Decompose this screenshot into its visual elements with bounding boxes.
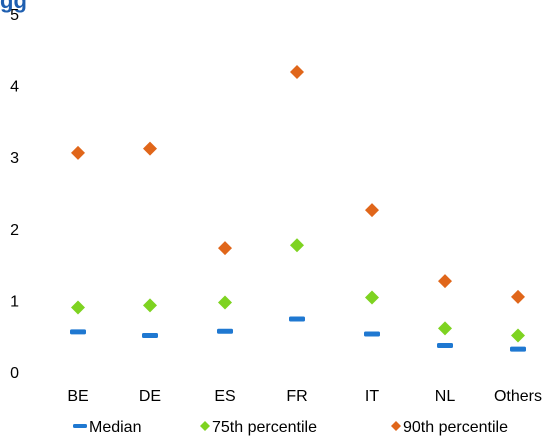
- p75-marker: [218, 295, 232, 310]
- p75-marker: [71, 300, 85, 315]
- x-tick-label: NL: [435, 388, 456, 405]
- legend-item: Median: [73, 419, 141, 436]
- median-marker: [437, 343, 453, 349]
- series-90th-percentile: [71, 64, 525, 304]
- p90-marker: [71, 145, 85, 160]
- legend-item: 90th percentile: [391, 419, 508, 436]
- x-tick-label: ES: [214, 388, 235, 405]
- series-75th-percentile: [71, 238, 525, 343]
- p90-marker: [290, 64, 304, 79]
- y-tick-label: 2: [10, 222, 19, 239]
- y-axis: 0 1 2 3 4 5: [10, 7, 19, 382]
- p90-marker: [143, 141, 157, 156]
- x-tick-label: BE: [67, 388, 88, 405]
- y-tick-label: 0: [10, 365, 19, 382]
- legend-diamond-icon: [391, 421, 401, 431]
- data-marks: [70, 64, 526, 352]
- x-tick-label: Others: [494, 388, 542, 405]
- legend-median-icon: [73, 424, 87, 428]
- series-median: [70, 316, 526, 352]
- p90-marker: [365, 203, 379, 218]
- median-marker: [510, 346, 526, 352]
- p90-marker: [511, 289, 525, 304]
- x-tick-label: FR: [286, 388, 307, 405]
- median-marker: [142, 332, 158, 338]
- legend-label: 90th percentile: [403, 419, 508, 436]
- median-marker: [364, 331, 380, 337]
- y-tick-label: 1: [10, 293, 19, 310]
- p75-marker: [365, 290, 379, 305]
- y-tick-label: 3: [10, 150, 19, 167]
- y-tick-label: 5: [10, 7, 19, 24]
- legend-label: 75th percentile: [212, 419, 317, 436]
- median-marker: [70, 329, 86, 335]
- x-axis: BE DE ES FR IT NL Others: [67, 388, 542, 405]
- p75-marker: [290, 238, 304, 253]
- legend: Median 75th percentile 90th percentile: [73, 419, 508, 436]
- p90-marker: [438, 274, 452, 289]
- median-marker: [289, 316, 305, 322]
- p75-marker: [438, 321, 452, 336]
- y-tick-label: 4: [10, 79, 19, 96]
- p75-marker: [143, 298, 157, 313]
- p90-marker: [218, 241, 232, 256]
- legend-item: 75th percentile: [200, 419, 317, 436]
- x-tick-label: IT: [365, 388, 379, 405]
- title-fragment: gg: [0, 0, 27, 13]
- p75-marker: [511, 328, 525, 343]
- legend-diamond-icon: [200, 421, 210, 431]
- legend-label: Median: [89, 419, 141, 436]
- x-tick-label: DE: [139, 388, 161, 405]
- median-marker: [217, 328, 233, 334]
